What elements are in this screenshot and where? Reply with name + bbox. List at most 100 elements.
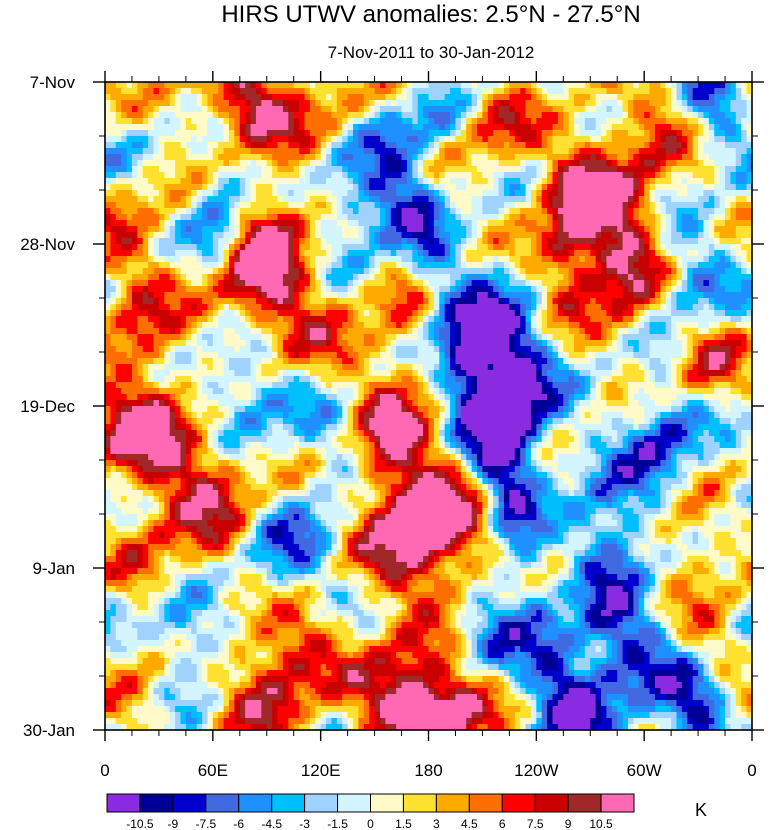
heatmap-cell (310, 118, 316, 125)
heatmap-cell (186, 190, 192, 197)
heatmap-cell (326, 172, 332, 179)
heatmap-cell (666, 148, 672, 155)
heatmap-cell (127, 292, 133, 299)
heatmap-cell (466, 130, 472, 137)
heatmap-cell (477, 304, 483, 311)
heatmap-cell (348, 322, 354, 329)
heatmap-cell (504, 106, 510, 113)
heatmap-cell (698, 298, 704, 305)
heatmap-cell (272, 214, 278, 221)
heatmap-cell (633, 184, 639, 191)
heatmap-cell (504, 202, 510, 209)
heatmap-cell (170, 286, 176, 293)
heatmap-cell (596, 112, 602, 119)
heatmap-cell (337, 136, 343, 143)
heatmap-cell (380, 154, 386, 161)
heatmap-cell (558, 94, 564, 101)
heatmap-cell (256, 250, 262, 257)
heatmap-cell (542, 256, 548, 263)
heatmap-cell (579, 310, 585, 317)
heatmap-cell (434, 94, 440, 101)
heatmap-cell (450, 172, 456, 179)
heatmap-cell (687, 160, 693, 167)
heatmap-cell (526, 94, 532, 101)
heatmap-cell (375, 298, 381, 305)
heatmap-cell (207, 190, 213, 197)
heatmap-cell (159, 94, 165, 101)
heatmap-cell (272, 124, 278, 131)
heatmap-cell (423, 178, 429, 185)
heatmap-cell (628, 238, 634, 245)
heatmap-cell (116, 136, 122, 143)
heatmap-cell (234, 130, 240, 137)
heatmap-cell (143, 238, 149, 245)
heatmap-cell (256, 166, 262, 173)
heatmap-cell (499, 190, 505, 197)
heatmap-cell (197, 310, 203, 317)
heatmap-cell (569, 196, 575, 203)
heatmap-cell (331, 328, 337, 335)
heatmap-cell (488, 280, 494, 287)
heatmap-cell (542, 172, 548, 179)
heatmap-cell (202, 220, 208, 227)
heatmap-cell (671, 202, 677, 209)
heatmap-cell (251, 190, 257, 197)
heatmap-cell (170, 202, 176, 209)
heatmap-cell (348, 130, 354, 137)
heatmap-cell (207, 184, 213, 191)
heatmap-cell (294, 136, 300, 143)
heatmap-cell (364, 226, 370, 233)
heatmap-cell (488, 310, 494, 317)
heatmap-cell (245, 142, 251, 149)
heatmap-cell (294, 304, 300, 311)
heatmap-cell (655, 118, 661, 125)
heatmap-cell (590, 82, 596, 89)
heatmap-cell (558, 106, 564, 113)
heatmap-cell (477, 238, 483, 245)
heatmap-cell (499, 196, 505, 203)
heatmap-cell (531, 112, 537, 119)
heatmap-cell (304, 304, 310, 311)
heatmap-cell (563, 178, 569, 185)
heatmap-cell (677, 124, 683, 131)
heatmap-cell (180, 184, 186, 191)
heatmap-cell (590, 214, 596, 221)
heatmap-cell (477, 190, 483, 197)
heatmap-cell (633, 208, 639, 215)
heatmap-cell (369, 148, 375, 155)
heatmap-cell (703, 220, 709, 227)
heatmap-cell (326, 106, 332, 113)
heatmap-cell (110, 106, 116, 113)
heatmap-cell (127, 94, 133, 101)
heatmap-cell (671, 184, 677, 191)
heatmap-cell (579, 100, 585, 107)
heatmap-cell (482, 142, 488, 149)
heatmap-cell (693, 130, 699, 137)
heatmap-cell (461, 214, 467, 221)
heatmap-cell (682, 310, 688, 317)
heatmap-cell (536, 178, 542, 185)
heatmap-cell (321, 316, 327, 323)
heatmap-cell (574, 202, 580, 209)
heatmap-cell (218, 148, 224, 155)
heatmap-cell (353, 310, 359, 317)
heatmap-cell (666, 136, 672, 143)
heatmap-cell (639, 262, 645, 269)
heatmap-cell (353, 298, 359, 305)
heatmap-cell (644, 208, 650, 215)
heatmap-cell (542, 322, 548, 329)
heatmap-cell (553, 154, 559, 161)
heatmap-cell (234, 292, 240, 299)
heatmap-cell (633, 136, 639, 143)
heatmap-cell (542, 88, 548, 95)
heatmap-cell (240, 238, 246, 245)
heatmap-cell (709, 88, 715, 95)
heatmap-cell (488, 190, 494, 197)
heatmap-cell (127, 142, 133, 149)
heatmap-cell (213, 88, 219, 95)
heatmap-cell (579, 130, 585, 137)
heatmap-cell (660, 124, 666, 131)
heatmap-cell (380, 316, 386, 323)
heatmap-cell (402, 232, 408, 239)
heatmap-cell (385, 280, 391, 287)
